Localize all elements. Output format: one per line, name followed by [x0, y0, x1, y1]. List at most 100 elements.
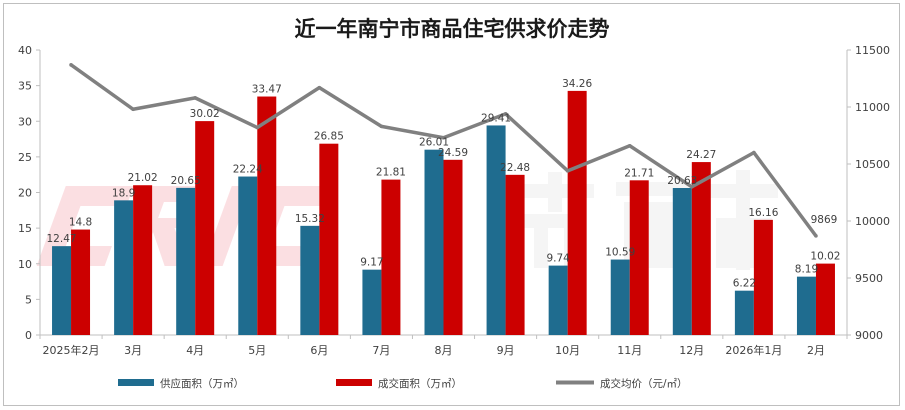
legend-label-sales: 成交面积（万㎡）	[378, 377, 462, 390]
supply-value-label: 10.59	[605, 247, 635, 259]
x-tick-label: 6月	[310, 344, 328, 357]
legend-label-price: 成交均价（元/㎡）	[600, 377, 688, 390]
x-axis: 2025年2月 3月 4月 5月 6月 7月 8月 9月 10月 11月 12月 2026年1月 2月	[39, 334, 848, 357]
supply-value-label: 20.65	[171, 175, 201, 187]
sales-value-label: 30.02	[190, 108, 220, 120]
supply-bar	[486, 125, 506, 335]
sales-bar	[133, 185, 153, 335]
right-tick-label: 11500	[855, 44, 890, 57]
sales-bar	[691, 162, 711, 335]
supply-value-label: 15.32	[295, 213, 325, 225]
supply-bar	[176, 187, 196, 335]
sales-value-label: 24.59	[438, 147, 468, 159]
price-point	[69, 63, 73, 67]
price-point	[690, 185, 694, 189]
legend-item-sales[interactable]: 成交面积（万㎡）	[336, 377, 462, 390]
legend-item-price[interactable]: 成交均价（元/㎡）	[556, 377, 688, 390]
price-point	[814, 234, 818, 238]
supply-value-label: 8.19	[795, 264, 818, 276]
sales-value-label: 10.02	[810, 251, 840, 263]
sales-bar	[443, 159, 463, 335]
left-tick-label: 0	[25, 329, 32, 342]
right-tick-label: 10000	[855, 215, 890, 228]
price-value-label: 9869	[811, 214, 838, 226]
supply-value-label: 6.22	[733, 278, 756, 290]
price-point	[317, 85, 322, 90]
supply-bar	[424, 149, 444, 335]
right-tick-label: 10500	[855, 158, 890, 171]
sales-value-label: 21.02	[128, 172, 158, 184]
chart-title: 近一年南宁市商品住宅供求价走势	[295, 17, 610, 41]
x-tick-label: 9月	[497, 344, 515, 357]
price-point	[441, 135, 446, 140]
sales-value-label: 22.48	[500, 162, 530, 174]
sales-bar	[753, 219, 773, 335]
supply-bar	[114, 200, 134, 335]
legend-label-supply: 供应面积（万㎡）	[160, 377, 244, 390]
left-tick-label: 10	[18, 258, 32, 271]
sales-bar	[505, 174, 525, 335]
x-tick-label: 4月	[186, 344, 204, 357]
supply-bar	[672, 188, 692, 335]
sales-bar	[195, 121, 215, 335]
supply-value-label: 9.17	[360, 257, 383, 269]
price-line-series	[69, 63, 818, 238]
price-point	[193, 96, 197, 100]
price-point	[565, 169, 570, 173]
x-tick-label: 3月	[124, 344, 142, 357]
sales-value-label: 14.8	[69, 217, 92, 229]
x-tick-label: 12月	[679, 344, 704, 357]
chart-canvas: 近一年南宁市商品住宅供求价走势 0 5 10 15 20 25 30 35 40 9000 950…	[18, 17, 890, 390]
supply-bar	[734, 290, 754, 335]
supply-value-label: 9.74	[546, 253, 570, 265]
sales-value-label: 16.16	[748, 207, 778, 219]
x-tick-label: 11月	[617, 344, 642, 357]
supply-bar	[610, 259, 630, 335]
right-tick-label: 11000	[855, 101, 890, 114]
left-tick-label: 40	[18, 44, 32, 57]
price-point	[255, 125, 260, 130]
left-tick-label: 30	[18, 115, 32, 128]
sales-bar	[71, 229, 91, 335]
x-tick-label: 8月	[435, 344, 453, 357]
price-point	[131, 107, 135, 112]
left-tick-label: 25	[18, 151, 32, 164]
price-point	[379, 124, 384, 129]
left-tick-label: 15	[18, 222, 32, 235]
left-tick-label: 5	[25, 293, 32, 306]
sales-value-label: 33.47	[252, 84, 282, 96]
sales-value-label: 34.26	[562, 78, 592, 90]
supply-value-label: 26.01	[419, 137, 449, 149]
x-tick-label: 10月	[555, 344, 580, 357]
sales-bar	[381, 179, 401, 335]
supply-bar	[238, 176, 258, 335]
left-tick-label: 35	[18, 80, 32, 93]
legend: 供应面积（万㎡） 成交面积（万㎡） 成交均价（元/㎡）	[118, 377, 688, 390]
sales-value-label: 21.81	[376, 167, 406, 179]
right-tick-label: 9000	[855, 329, 883, 342]
supply-bar-series	[52, 125, 816, 335]
supply-bar	[362, 269, 382, 335]
x-tick-label: 2025年2月	[43, 343, 100, 357]
right-y-axis: 9000 9500 10000 10500 11000 11500	[846, 44, 890, 342]
legend-item-supply[interactable]: 供应面积（万㎡）	[118, 377, 244, 390]
sales-bar-series	[71, 90, 835, 336]
supply-bar	[548, 265, 568, 335]
left-y-axis: 0 5 10 15 20 25 30 35 40	[18, 44, 41, 342]
price-point	[627, 143, 632, 148]
supply-value-label: 29.41	[481, 112, 511, 124]
legend-swatch-sales	[336, 379, 372, 386]
supply-bar	[52, 246, 72, 335]
x-tick-label: 5月	[248, 344, 266, 357]
supply-bar	[300, 225, 320, 335]
x-tick-label: 7月	[372, 344, 390, 357]
sales-bar	[815, 263, 835, 335]
supply-value-label: 12.47	[47, 233, 77, 245]
data-labels: 12.47 18.9 20.65 22.24 15.32 9.17 26.01 29.41 9.…	[47, 78, 841, 290]
sales-bar	[257, 96, 277, 336]
x-tick-label: 2月	[807, 344, 825, 357]
right-tick-label: 9500	[855, 272, 883, 285]
sales-value-label: 21.71	[624, 167, 654, 179]
sales-value-label: 24.27	[686, 149, 716, 161]
supply-value-label: 20.63	[667, 175, 697, 187]
